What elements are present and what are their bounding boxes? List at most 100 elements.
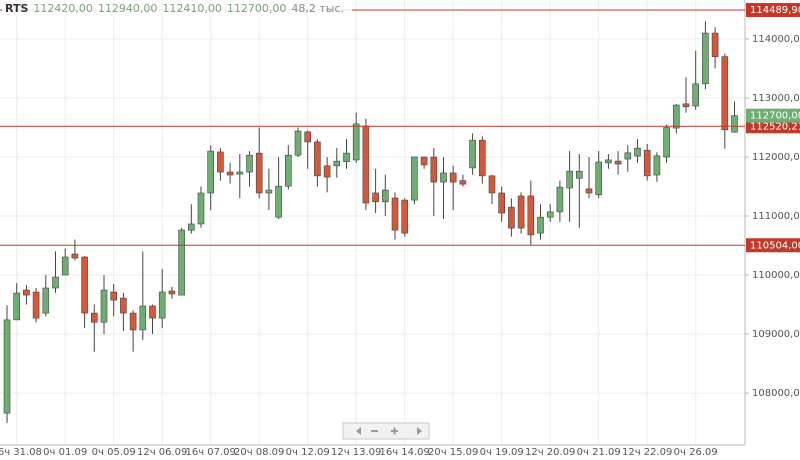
candle-body [643, 149, 651, 177]
candle-body [304, 131, 312, 143]
zoom-in[interactable] [391, 427, 398, 435]
candle-body [624, 152, 632, 160]
candle-body [411, 156, 418, 201]
y-tick-label: 108000,00 [752, 388, 800, 399]
high-price: 112940,00 [97, 2, 158, 15]
candle-body [294, 130, 302, 156]
candle-body [129, 312, 137, 331]
candle-body [537, 216, 544, 234]
candle-body [605, 159, 612, 164]
candle-body [197, 192, 205, 225]
candle-body [478, 139, 486, 177]
y-tick-label: 112000,00 [752, 152, 800, 163]
plot-area [0, 0, 745, 445]
candle-body [32, 291, 40, 319]
candle-body [207, 150, 214, 194]
candle-body [585, 188, 593, 194]
candle-body [682, 103, 690, 108]
level-label: 112520,21 [750, 121, 800, 132]
x-tick-label: 0ч 21.09 [577, 447, 621, 458]
candle-body [343, 152, 350, 163]
candle-body [430, 156, 438, 183]
candle-body [517, 195, 525, 229]
candle-body [546, 211, 554, 218]
x-tick-label: 0ч 19.09 [480, 447, 524, 458]
candle-body [508, 206, 515, 229]
candle-body [178, 229, 185, 296]
candle-body [634, 147, 641, 157]
x-tick-label: 12ч 13.09 [331, 447, 381, 458]
candle-body [469, 139, 476, 169]
x-tick-label: 0ч 12.09 [286, 447, 330, 458]
candle-body [255, 152, 263, 194]
quote-header: RTS 112420,00 112940,00 112410,00 112700,00 4… [2, 1, 353, 16]
candle-body [595, 161, 603, 196]
x-tick-label: 20ч 15.09 [428, 447, 478, 458]
candle-body [391, 197, 399, 231]
candle-body [566, 170, 573, 189]
candle-body [498, 192, 506, 214]
candle-body [653, 155, 661, 176]
last-price-label: 112700,00 [750, 111, 800, 122]
candle-body [692, 83, 700, 107]
candle-body [149, 305, 156, 319]
volume: 48,2 тыс. [291, 2, 345, 15]
x-tick-label: 20ч 08.09 [234, 447, 284, 458]
scroll-bar [342, 422, 430, 440]
y-tick-label: 109000,00 [752, 329, 800, 340]
x-tick-label: 0ч 01.09 [43, 447, 87, 458]
last-price-box [746, 108, 800, 123]
y-tick-label: 114000,00 [752, 34, 800, 45]
candle-body [120, 297, 127, 314]
candle-body [362, 125, 370, 204]
candle-body [731, 115, 738, 133]
candle-body [420, 156, 428, 166]
level-label: 110504,00 [750, 240, 800, 251]
candle-body [459, 180, 467, 185]
candle-body [139, 305, 147, 331]
low-price: 112410,00 [162, 2, 222, 15]
candle-body [42, 287, 50, 314]
candle-body [265, 189, 273, 194]
scroll-controls [342, 422, 430, 440]
candle-body [71, 253, 79, 259]
y-tick-label: 110000,00 [752, 270, 800, 281]
candle-body [52, 276, 59, 289]
scroll-left[interactable] [356, 427, 361, 435]
candle-body [381, 189, 389, 203]
candle-body [372, 192, 379, 203]
candle-body [158, 291, 166, 319]
candle-body [556, 186, 564, 213]
x-tick-label: 0ч 05.09 [92, 447, 136, 458]
scroll-right[interactable] [417, 427, 422, 435]
symbol: RTS [5, 2, 29, 15]
x-tick-label: 16ч 14.09 [379, 447, 429, 458]
y-tick-label: 113000,00 [752, 93, 800, 104]
candle-body [81, 256, 88, 314]
y-tick-label: 111000,00 [752, 211, 800, 222]
candle-body [275, 185, 282, 218]
x-tick-label: 12ч 20.09 [525, 447, 575, 458]
candle-body [188, 223, 195, 231]
candle-body [672, 104, 680, 129]
x-tick-label: 0ч 26.09 [674, 447, 718, 458]
candle-body [217, 151, 224, 173]
candle-body [284, 154, 292, 187]
candle-body [401, 199, 409, 234]
candle-body [352, 123, 360, 161]
candle-body [314, 141, 321, 177]
x-tick-label: 16ч 07.09 [185, 447, 235, 458]
level-label-box [746, 119, 800, 134]
candle-body [663, 127, 670, 158]
candle-body [333, 160, 341, 167]
level-label-box [746, 238, 800, 253]
x-tick-label: 12ч 06.09 [137, 447, 187, 458]
candle-body [110, 291, 117, 301]
candle-body [91, 312, 98, 323]
candle-body [23, 289, 30, 296]
candle-body [168, 290, 176, 295]
candle-body [61, 256, 69, 276]
x-tick-label: 16ч 31.08 [0, 447, 42, 458]
candle-body [702, 32, 709, 85]
